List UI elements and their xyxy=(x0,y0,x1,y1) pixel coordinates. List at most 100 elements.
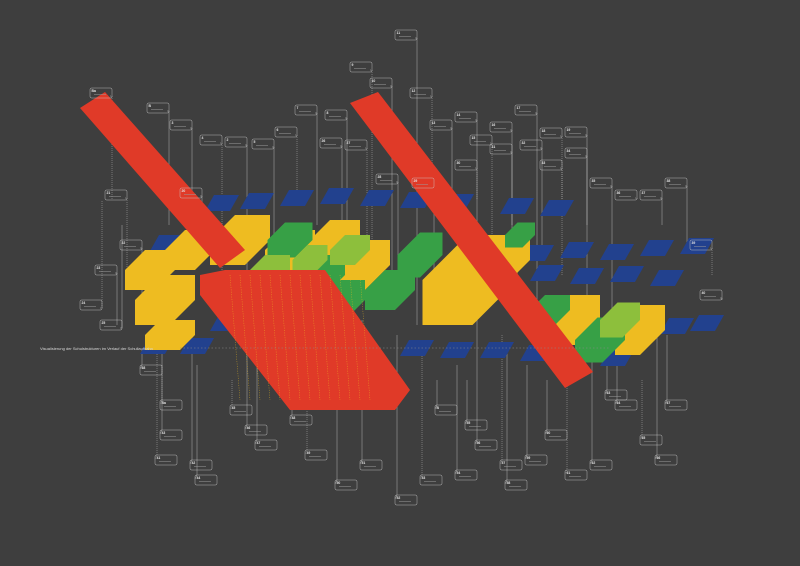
label-frame xyxy=(689,239,713,251)
label-title: 65 xyxy=(642,436,646,440)
label-frame xyxy=(224,136,248,148)
label-title: 31 xyxy=(492,145,496,149)
label-frame xyxy=(324,109,348,121)
green-hexagon xyxy=(505,222,535,248)
label-box: 12 xyxy=(409,87,433,99)
red-band-left xyxy=(80,92,245,268)
blue-tile xyxy=(560,242,594,258)
label-frame xyxy=(614,399,638,411)
label-box: 52 xyxy=(394,494,418,506)
label-frame xyxy=(394,29,418,41)
label-box: 23 xyxy=(94,264,118,276)
texture-line xyxy=(349,274,361,401)
label-title: 67 xyxy=(667,401,671,405)
label-frame xyxy=(514,104,538,116)
label-frame xyxy=(99,319,123,331)
green-hexagon xyxy=(397,232,443,278)
label-frame xyxy=(189,459,213,471)
texture-line xyxy=(279,274,291,401)
label-frame xyxy=(119,239,143,251)
texture-line xyxy=(249,274,261,401)
label-box: 44 xyxy=(194,474,218,486)
label-frame xyxy=(589,459,613,471)
label-title: 18 xyxy=(542,129,546,133)
label-box: 20 xyxy=(179,187,203,199)
label-title: 39 xyxy=(692,241,696,245)
texture-line xyxy=(329,274,341,401)
label-box: 48 xyxy=(289,414,313,426)
label-box: 30 xyxy=(454,159,478,171)
blue-tile xyxy=(640,240,674,256)
blue-tile xyxy=(400,340,434,356)
label-box: 31 xyxy=(489,143,513,155)
label-frame xyxy=(344,139,368,151)
label-box: 68 xyxy=(139,364,163,376)
label-box: 50 xyxy=(334,479,358,491)
label-title: 12 xyxy=(412,89,416,93)
footer-caption: Visualisierung der Schulstrukturen im Ve… xyxy=(40,346,153,351)
label-title: 64 xyxy=(617,401,621,405)
label-frame xyxy=(159,429,183,441)
yellow-hexagon xyxy=(125,250,175,290)
label-frame xyxy=(169,119,193,131)
texture-line xyxy=(239,274,251,401)
lightgreen-hexagon xyxy=(330,235,370,265)
label-box: 46 xyxy=(244,424,268,436)
label-frame xyxy=(699,289,723,301)
texture-line xyxy=(299,274,311,401)
label-box: Ba xyxy=(159,399,183,411)
label-box: 58 xyxy=(504,479,528,491)
label-box: 19 xyxy=(564,126,588,138)
label-frame xyxy=(504,479,528,491)
label-title: 37 xyxy=(642,191,646,195)
label-box: 10 xyxy=(369,77,393,89)
label-frame xyxy=(154,454,178,466)
label-box: 40 xyxy=(699,289,723,301)
blue-tile xyxy=(180,338,214,354)
green-hexagon xyxy=(267,222,313,258)
label-title: 10 xyxy=(372,79,376,83)
texture-line xyxy=(359,274,371,401)
label-title: Ba xyxy=(162,401,166,405)
label-box: 11 xyxy=(394,29,418,41)
label-frame xyxy=(524,454,548,466)
red-band-right xyxy=(350,92,593,388)
label-box: 54 xyxy=(454,469,478,481)
label-box: 25 xyxy=(99,319,123,331)
blue-tile xyxy=(660,318,694,334)
label-title: 24 xyxy=(82,301,86,305)
label-box: 14 xyxy=(454,111,478,123)
green-hexagon xyxy=(365,270,415,310)
label-title: 53 xyxy=(422,476,426,480)
label-frame xyxy=(294,104,318,116)
blue-tile xyxy=(500,198,534,214)
label-frame xyxy=(474,439,498,451)
label-title: 36 xyxy=(617,191,621,195)
label-box: 7 xyxy=(294,104,318,116)
label-frame xyxy=(194,474,218,486)
label-title: 38 xyxy=(667,179,671,183)
label-title: 2 xyxy=(227,138,229,142)
label-box: 59 xyxy=(524,454,548,466)
label-box: 21 xyxy=(104,189,128,201)
label-frame xyxy=(319,137,343,149)
blue-tile xyxy=(205,195,239,211)
blue-tile xyxy=(600,244,634,260)
label-title: B xyxy=(437,406,440,410)
label-frame xyxy=(639,434,663,446)
label-title: 55 xyxy=(467,421,471,425)
label-box: 2 xyxy=(224,136,248,148)
label-frame xyxy=(104,189,128,201)
label-frame xyxy=(334,479,358,491)
label-title: 20 xyxy=(182,189,186,193)
label-frame xyxy=(654,454,678,466)
label-title: 44 xyxy=(197,476,201,480)
label-frame xyxy=(289,414,313,426)
texture-line xyxy=(229,274,241,401)
label-title: 63 xyxy=(607,391,611,395)
label-box: 57 xyxy=(499,459,523,471)
label-title: 45 xyxy=(232,406,236,410)
label-box: 3 xyxy=(169,119,193,131)
label-box: 47 xyxy=(254,439,278,451)
label-title: 16 xyxy=(492,123,496,127)
